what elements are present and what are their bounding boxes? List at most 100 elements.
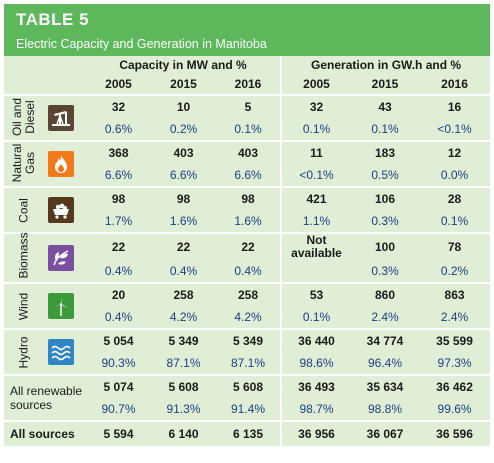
table-number: TABLE 5 [16,10,90,29]
value-cell: 36 956 [280,420,352,446]
value-cell: 6 140 [151,420,216,446]
percent-cell: <0.1% [437,122,472,136]
icon-cell [36,282,86,329]
table-caption: Electric Capacity and Generation in Mani… [16,37,267,51]
table-row: Coal 98 98 98 421 106 28 [4,186,491,233]
year-header: 2015 [371,77,399,91]
percent-cell: 90.7% [101,402,136,416]
row-label-text: Hydro [16,336,31,369]
table-row: Oil and Diesel 32 10 5 32 43 16 [4,94,491,141]
value-cell: Not available [280,232,352,260]
percent-cell: 90.3% [101,356,136,370]
row-label: Coal [4,186,36,233]
percent-cell: 87.1% [166,356,201,370]
row-label: Natural Gas [4,140,37,187]
value-cell: 12 [419,140,491,164]
table-row: Biomass 22 22 22 Not available 100 78 [4,232,491,283]
value-cell: 32 [86,94,151,118]
table-row-all-sources: All sources 5 594 6 140 6 135 36 956 36 067 36… [4,420,491,446]
percent-cell: 0.4% [104,310,133,324]
row-label-text: Biomass [16,232,31,279]
table-row-renewable: All renewable sources 5 074 5 608 5 608 36 4… [4,374,491,421]
value-cell: 5 349 [151,328,216,352]
percent-cell: 0.2% [440,264,469,278]
value-cell: 106 [351,186,420,210]
row-label: Oil and Diesel [4,94,37,141]
percent-cell: 0.5% [371,168,399,182]
value-cell: 36 462 [419,374,491,398]
row-label-text: Oil and Diesel [10,97,37,137]
table-row-percent: 0.4% 0.4% 0.4% 0.3% 0.2% [4,260,490,283]
value-cell: 43 [351,94,420,118]
value-cell: 32 [280,94,352,118]
percent-cell: 0.1% [234,122,262,136]
coal-cart-icon [48,197,74,223]
icon-cell [36,186,86,233]
value-cell: 98 [216,186,282,210]
percent-cell: 96.4% [368,356,403,370]
value-cell: 22 [151,232,216,260]
value-cell: 5 608 [216,374,282,398]
percent-cell: 0.3% [371,214,399,228]
percent-cell: 98.8% [368,402,403,416]
value-cell: 403 [151,140,216,164]
value-cell: 258 [216,282,282,306]
table-row-renewable-percent: 90.7% 91.3% 91.4% 98.7% 98.8% 99.6% [4,398,490,421]
value-cell: 35 599 [419,328,491,352]
value-cell: 20 [86,282,151,306]
value-cell: 36 596 [419,420,491,446]
percent-cell: 91.4% [230,402,266,416]
table-row-percent: 6.6% 6.6% 6.6% <0.1% 0.5% 0.0% [4,164,490,187]
percent-cell: 98.6% [280,352,352,375]
percent-cell: 1.7% [104,214,133,228]
value-cell: 36 493 [280,374,352,398]
wind-turbine-icon [48,293,74,319]
percent-cell: 0.6% [104,122,133,136]
percent-cell: 1.6% [169,214,198,228]
table-row-percent: 0.4% 4.2% 4.2% 0.1% 2.4% 2.4% [4,306,490,329]
water-waves-icon [48,339,74,365]
row-label: Biomass [4,232,36,283]
value-cell: 34 774 [351,328,420,352]
row-label: Hydro [4,328,36,375]
percent-cell: 0.0% [440,168,469,182]
percent-cell: 0.4% [104,264,133,278]
icon-cell [36,328,86,375]
value-cell: 5 054 [86,328,151,352]
year-header: 2005 [105,77,132,91]
value-cell: 16 [419,94,491,118]
percent-cell: 2.4% [440,310,469,324]
value-cell: 5 594 [86,420,151,446]
value-cell: 98 [86,186,151,210]
percent-cell: 0.3% [371,264,399,278]
flame-icon [48,151,74,177]
value-cell: 421 [280,186,352,210]
value-cell: 5 074 [86,374,151,398]
row-label: Wind [4,282,36,329]
percent-cell: 87.1% [230,356,266,370]
value-cell: 258 [151,282,216,306]
value-cell: 78 [419,232,491,260]
year-header: 2016 [234,77,262,91]
value-cell: 36 440 [280,328,352,352]
percent-cell: 98.7% [280,398,352,421]
table-row-percent: 0.6% 0.2% 0.1% 0.1% 0.1% <0.1% [4,118,490,141]
percent-cell: 91.3% [166,402,201,416]
row-label-text: Coal [16,198,31,223]
value-cell: 10 [151,94,216,118]
value-cell: 183 [351,140,420,164]
percent-cell: 0.1% [440,214,469,228]
value-cell: 860 [351,282,420,306]
value-cell: 22 [216,232,282,260]
percent-cell: 0.1% [371,122,399,136]
percent-cell: <0.1% [280,164,352,187]
percent-cell: 0.1% [280,118,352,141]
value-cell: 98 [151,186,216,210]
table-row-percent: 90.3% 87.1% 87.1% 98.6% 96.4% 97.3% [4,352,490,375]
icon-cell [36,232,86,283]
value-cell: 22 [86,232,151,260]
percent-cell: 4.2% [234,310,262,324]
generation-header: Generation in GW.h and % [280,56,491,74]
value-cell: 53 [280,282,352,306]
